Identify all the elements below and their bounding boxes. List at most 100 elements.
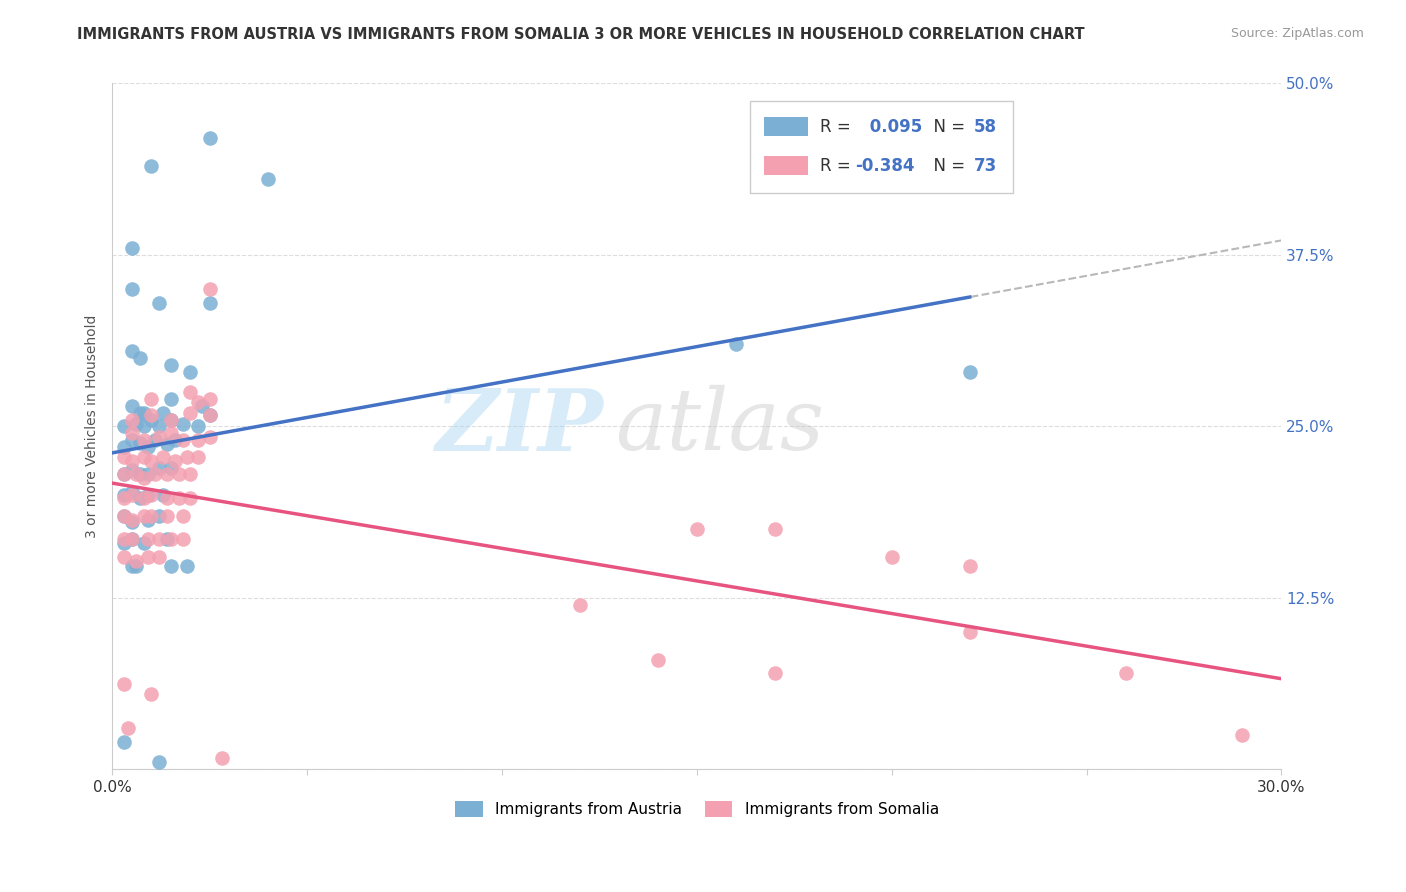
Point [128,435,150,450]
Point [141,453,163,467]
Point [198,409,221,423]
Point [163,453,186,467]
Point [112,508,135,523]
Point [121,412,143,426]
Text: 73: 73 [974,157,997,175]
Point [198,296,221,310]
Point [160,426,183,441]
Point [167,467,190,482]
Point [121,532,143,546]
Point [128,351,150,365]
Point [172,433,194,447]
Point [121,532,143,546]
Point [187,419,209,434]
Point [112,467,135,482]
Point [143,467,166,482]
FancyBboxPatch shape [763,117,808,136]
Point [179,385,201,400]
Point [136,513,159,527]
Point [686,522,709,536]
Text: atlas: atlas [614,385,824,467]
Point [156,467,179,482]
Point [112,450,135,464]
Point [136,488,159,502]
Point [141,687,163,701]
Point [112,419,135,434]
Point [112,491,135,505]
Point [141,412,163,426]
Point [160,559,183,574]
Point [132,508,155,523]
Point [198,282,221,296]
Text: ZIP: ZIP [436,384,603,468]
Text: N =: N = [922,118,970,136]
Point [148,419,170,434]
Point [143,433,166,447]
Point [156,437,179,451]
Point [136,549,159,564]
Point [152,406,174,420]
Point [121,516,143,530]
Point [125,554,148,568]
Point [141,409,163,423]
Point [121,513,143,527]
Point [141,159,163,173]
Point [136,467,159,482]
Point [121,282,143,296]
Point [121,399,143,413]
Text: Source: ZipAtlas.com: Source: ZipAtlas.com [1230,27,1364,40]
Point [136,532,159,546]
Point [132,491,155,505]
Point [125,417,148,431]
Point [112,508,135,523]
Point [132,450,155,464]
Point [148,296,170,310]
Text: IMMIGRANTS FROM AUSTRIA VS IMMIGRANTS FROM SOMALIA 3 OR MORE VEHICLES IN HOUSEHO: IMMIGRANTS FROM AUSTRIA VS IMMIGRANTS FR… [77,27,1085,42]
Point [121,241,143,255]
Point [125,559,148,574]
Point [117,721,139,735]
Point [959,364,981,378]
Point [160,358,183,372]
Point [179,364,201,378]
Point [112,467,135,482]
Point [112,536,135,550]
Point [156,532,179,546]
Point [141,488,163,502]
Point [191,399,214,413]
Point [148,460,170,475]
Point [112,488,135,502]
Point [121,426,143,441]
Point [187,433,209,447]
Point [112,735,135,749]
Point [160,412,183,426]
Point [763,522,786,536]
Text: 58: 58 [974,118,997,136]
Point [121,485,143,500]
Point [128,491,150,505]
Point [880,549,903,564]
Text: R =: R = [820,118,856,136]
Point [198,409,221,423]
Text: 0.095: 0.095 [865,118,922,136]
Point [141,392,163,406]
Point [132,406,155,420]
Point [112,677,135,691]
Point [763,666,786,681]
Point [179,406,201,420]
Point [187,450,209,464]
Point [198,430,221,444]
Point [172,532,194,546]
Point [148,508,170,523]
Legend: Immigrants from Austria, Immigrants from Somalia: Immigrants from Austria, Immigrants from… [449,795,945,823]
Point [959,625,981,640]
Point [160,460,183,475]
Point [148,430,170,444]
Point [125,467,148,482]
Point [198,131,221,145]
Point [132,471,155,485]
Point [128,406,150,420]
Point [148,532,170,546]
Point [1115,666,1137,681]
Point [141,508,163,523]
